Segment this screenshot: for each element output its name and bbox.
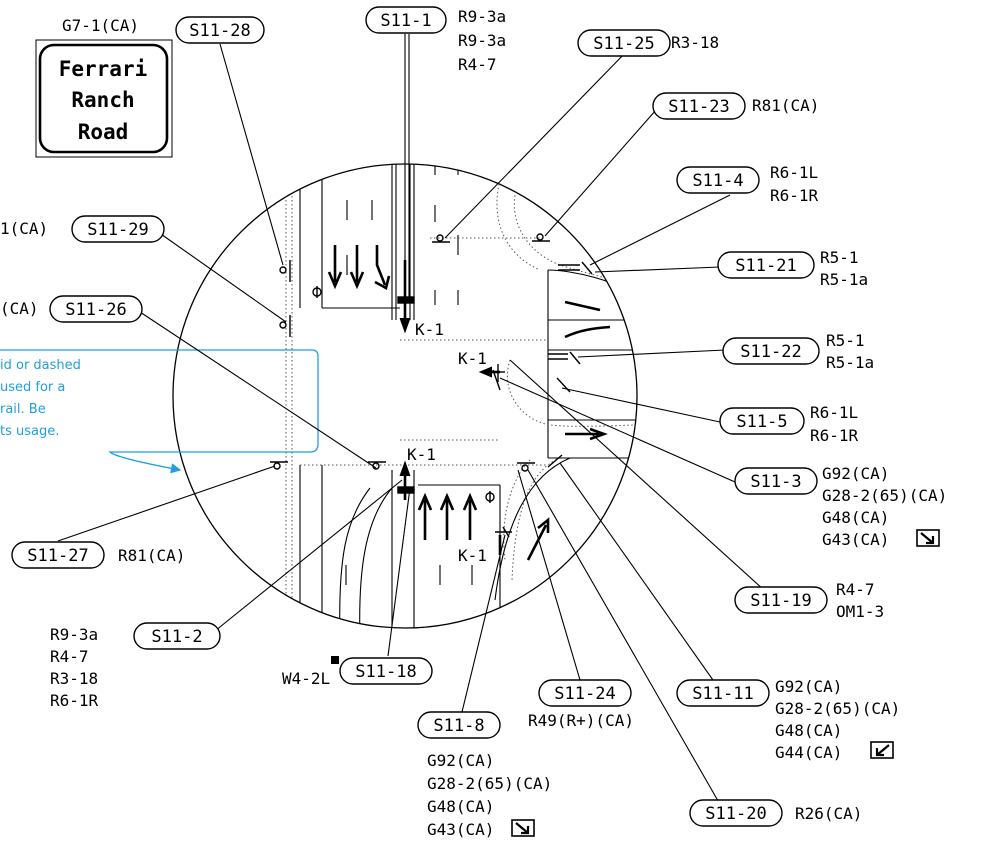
code-label: R5-1 xyxy=(826,331,865,350)
lane-marker-k1: K-1 xyxy=(458,349,487,368)
svg-text:S11-1: S11-1 xyxy=(380,11,431,31)
callout-s11-20: S11-20 xyxy=(689,799,783,827)
code-label: R5-1 xyxy=(820,248,859,267)
lane-marker-k1: K-1 xyxy=(458,546,487,565)
code-label: W4-2L xyxy=(282,669,330,688)
callout-s11-27: S11-27 xyxy=(11,541,105,569)
arrow-down-right-icon xyxy=(916,529,940,547)
svg-text:S11-21: S11-21 xyxy=(735,256,796,276)
sign-line-3: Road xyxy=(78,120,129,144)
code-label: R6-1R xyxy=(770,186,819,205)
svg-text:S11-3: S11-3 xyxy=(750,472,801,492)
code-label: G48(CA) xyxy=(822,508,889,527)
callout-s11-5: S11-5 xyxy=(719,407,805,435)
code-label: G48(CA) xyxy=(427,797,494,816)
code-label: G92(CA) xyxy=(427,751,494,770)
svg-text:S11-8: S11-8 xyxy=(433,716,484,736)
code-label: G92(CA) xyxy=(775,677,842,696)
street-name-sign: G7-1(CA) Ferrari Ranch Road xyxy=(35,16,173,158)
southbound-arrows xyxy=(327,245,411,334)
sign-code-label: G7-1(CA) xyxy=(62,16,139,35)
code-label: R81(CA) xyxy=(118,546,185,565)
code-label: R5-1a xyxy=(826,353,874,372)
code-label: (CA) xyxy=(0,299,39,318)
code-label: G48(CA) xyxy=(775,721,842,740)
svg-text:S11-5: S11-5 xyxy=(736,412,787,432)
leader-lines xyxy=(57,34,776,814)
callout-s11-26: S11-26 xyxy=(49,295,143,323)
design-note: id or dashed used for a rail. Be ts usag… xyxy=(0,349,319,474)
svg-text:S11-18: S11-18 xyxy=(355,662,416,682)
w4-2l-sign-marker xyxy=(331,656,339,664)
code-label: R6-1R xyxy=(810,426,859,445)
code-label: 1(CA) xyxy=(0,219,48,238)
code-label: R3-18 xyxy=(671,33,719,52)
sign-line-1: Ferrari xyxy=(59,57,148,81)
code-label: G43(CA) xyxy=(822,530,889,549)
note-line-4: ts usage. xyxy=(0,424,59,439)
callout-s11-1: S11-1 xyxy=(365,6,447,34)
code-label: R6-1L xyxy=(770,163,818,182)
sign-line-2: Ranch xyxy=(71,88,134,112)
callout-s11-28: S11-28 xyxy=(175,16,265,44)
code-label: OM1-3 xyxy=(836,602,884,621)
note-line-3: rail. Be xyxy=(0,402,46,417)
code-label: R6-1R xyxy=(50,691,99,710)
callout-s11-25: S11-25 xyxy=(577,29,671,57)
callout-s11-11: S11-11 xyxy=(676,679,770,707)
svg-text:S11-23: S11-23 xyxy=(668,97,729,117)
code-label: R9-3a xyxy=(458,7,506,26)
code-label: R49(R+)(CA) xyxy=(528,711,634,730)
svg-text:S11-11: S11-11 xyxy=(692,684,753,704)
callout-s11-2: S11-2 xyxy=(133,622,221,650)
code-label: G44(CA) xyxy=(775,743,842,762)
note-line-1: id or dashed xyxy=(0,358,81,373)
code-label: G92(CA) xyxy=(822,464,889,483)
code-label: R6-1L xyxy=(810,403,858,422)
callout-s11-23: S11-23 xyxy=(652,92,746,120)
code-label: G28-2(65)(CA) xyxy=(775,699,900,718)
callout-s11-8: S11-8 xyxy=(417,711,501,739)
svg-text:S11-4: S11-4 xyxy=(692,171,743,191)
svg-text:S11-19: S11-19 xyxy=(750,591,811,611)
svg-text:S11-26: S11-26 xyxy=(65,300,126,320)
callout-s11-4: S11-4 xyxy=(676,166,760,194)
sign-symbols xyxy=(270,233,593,538)
code-label: R81(CA) xyxy=(752,96,819,115)
svg-text:S11-20: S11-20 xyxy=(705,804,766,824)
code-label: R9-3a xyxy=(458,31,506,50)
callout-s11-3: S11-3 xyxy=(734,467,818,495)
lane-marker-k1: K-1 xyxy=(415,320,444,339)
code-label: R4-7 xyxy=(458,55,497,74)
callout-s11-18: S11-18 xyxy=(339,657,433,685)
code-label: R3-18 xyxy=(50,669,98,688)
northbound-arrows xyxy=(399,460,550,561)
arrow-down-left-icon xyxy=(870,741,894,759)
code-label: R4-7 xyxy=(50,647,89,666)
code-label: R9-3a xyxy=(50,625,98,644)
code-label: R4-7 xyxy=(836,580,875,599)
svg-text:S11-22: S11-22 xyxy=(740,342,801,362)
note-line-2: used for a xyxy=(0,380,65,395)
code-label: G43(CA) xyxy=(427,820,494,839)
svg-text:S11-2: S11-2 xyxy=(151,627,202,647)
code-label: G28-2(65)(CA) xyxy=(427,774,552,793)
svg-text:S11-24: S11-24 xyxy=(554,684,615,704)
svg-text:S11-29: S11-29 xyxy=(87,220,148,240)
arrow-down-right-icon xyxy=(511,819,535,837)
lane-marker-k1: K-1 xyxy=(407,445,436,464)
svg-text:S11-25: S11-25 xyxy=(593,34,654,54)
callout-s11-29: S11-29 xyxy=(71,215,165,243)
callout-s11-22: S11-22 xyxy=(722,337,820,365)
svg-text:S11-28: S11-28 xyxy=(189,21,250,41)
code-label: R26(CA) xyxy=(795,804,862,823)
svg-text:S11-27: S11-27 xyxy=(27,546,88,566)
callout-s11-19: S11-19 xyxy=(734,586,828,614)
code-label: R5-1a xyxy=(820,270,868,289)
code-label: G28-2(65)(CA) xyxy=(822,486,947,505)
callout-s11-24: S11-24 xyxy=(538,679,632,707)
intersection-drawing xyxy=(270,164,637,628)
callout-s11-21: S11-21 xyxy=(717,251,815,279)
